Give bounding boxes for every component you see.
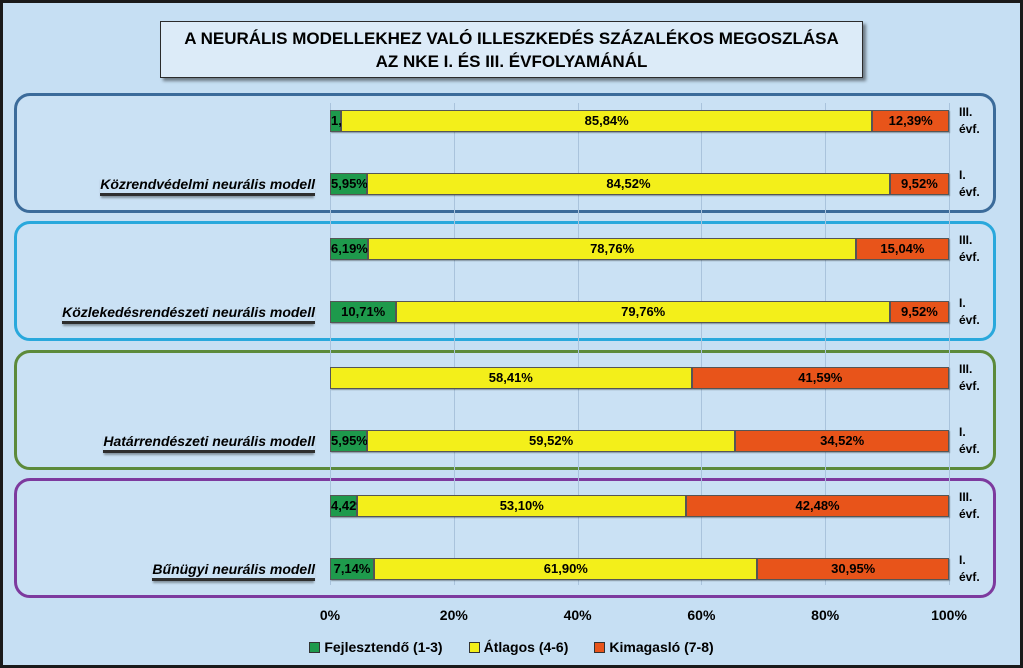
data-label: 12,39% [888, 113, 933, 128]
bar-segment [872, 110, 949, 132]
year-label: III. évf. [959, 104, 980, 138]
gridline [453, 103, 455, 585]
year-label: I. évf. [959, 424, 980, 458]
legend-swatch [309, 641, 321, 653]
gridline [330, 103, 331, 585]
data-label: 10,71% [341, 304, 386, 319]
data-label: 78,76% [590, 241, 635, 256]
bar-segment [368, 238, 856, 260]
year-label-line2: évf. [959, 507, 980, 521]
data-label: 79,76% [621, 304, 666, 319]
data-label: 5,95% [331, 433, 368, 448]
bar-segment [330, 367, 692, 389]
x-tick-label: 20% [439, 607, 468, 623]
data-label: 61,90% [543, 561, 588, 576]
legend-label: Fejlesztendő (1-3) [324, 639, 443, 655]
data-label: 59,52% [529, 433, 574, 448]
bar-segment [330, 173, 367, 195]
model-label: Bűnügyi neurális modell [152, 561, 315, 581]
year-label-line2: évf. [959, 185, 980, 199]
model-label: Közlekedésrendészeti neurális modell [62, 304, 315, 324]
bar-segment [330, 430, 367, 452]
bar-segment [330, 495, 358, 517]
bar-segment [366, 430, 736, 452]
data-label: 9,52% [900, 304, 938, 319]
year-label-line2: évf. [959, 250, 980, 264]
year-label: I. évf. [959, 295, 980, 329]
data-label: 30,95% [831, 561, 876, 576]
year-label: III. évf. [959, 361, 980, 395]
year-label-line1: III. [959, 105, 973, 119]
bar-segment [330, 238, 369, 260]
data-label: 6,19% [331, 241, 368, 256]
year-label-line1: III. [959, 490, 973, 504]
bar-segment [374, 558, 758, 580]
year-label-line2: évf. [959, 570, 980, 584]
year-label: III. évf. [959, 232, 980, 266]
year-label-line2: évf. [959, 313, 980, 327]
bar-segment [330, 301, 397, 323]
data-label: 9,52% [900, 176, 938, 191]
data-label: 85,84% [584, 113, 629, 128]
model-label: Közrendvédelmi neurális modell [100, 176, 315, 196]
model-label: Határrendészeti neurális modell [103, 433, 315, 453]
data-label: 84,52% [606, 176, 651, 191]
legend-item: Fejlesztendő (1-3) [309, 639, 443, 655]
year-label-line2: évf. [959, 122, 980, 136]
legend-item: Kimagasló (7-8) [594, 639, 714, 655]
x-tick-label: 100% [931, 607, 967, 623]
year-label-line1: III. [959, 362, 973, 376]
data-label: 15,04% [880, 241, 925, 256]
bar-segment [686, 495, 949, 517]
year-label-line1: I. [959, 168, 966, 182]
year-label-line2: évf. [959, 442, 980, 456]
legend-label: Kimagasló (7-8) [609, 639, 714, 655]
bar-segment [357, 495, 687, 517]
bar-segment [330, 110, 341, 132]
x-tick-label: 60% [687, 607, 716, 623]
legend-swatch [594, 641, 606, 653]
bar-segment [340, 110, 873, 132]
data-label: 34,52% [820, 433, 865, 448]
data-label: 7,14% [333, 561, 371, 576]
x-tick-label: 40% [563, 607, 592, 623]
year-label: III. évf. [959, 489, 980, 523]
gridline [701, 103, 703, 585]
gridline [825, 103, 827, 585]
bar-segment [890, 301, 949, 323]
legend-swatch [468, 641, 480, 653]
year-label-line1: I. [959, 553, 966, 567]
legend-item: Átlagos (4-6) [468, 639, 569, 655]
data-label: 58,41% [488, 370, 533, 385]
chart-title-line1: A NEURÁLIS MODELLEKHEZ VALÓ ILLESZKEDÉS … [184, 28, 839, 48]
year-label: I. évf. [959, 167, 980, 201]
bar-segment [691, 367, 949, 389]
data-label: 41,59% [798, 370, 843, 385]
data-label: 42,48% [795, 498, 840, 513]
legend-label: Átlagos (4-6) [483, 639, 569, 655]
year-label-line1: I. [959, 296, 966, 310]
bar-segment [855, 238, 949, 260]
bar-segment [735, 430, 949, 452]
data-label: 5,95% [331, 176, 368, 191]
gridline [577, 103, 579, 585]
bar-segment [890, 173, 949, 195]
x-tick-label: 0% [319, 607, 341, 623]
year-label-line2: évf. [959, 379, 980, 393]
legend: Fejlesztendő (1-3) Átlagos (4-6) Kimagasló… [3, 639, 1020, 655]
year-label-line1: III. [959, 233, 973, 247]
x-tick-label: 80% [811, 607, 840, 623]
bar-segment [366, 173, 890, 195]
bar-segment [330, 558, 375, 580]
gridline [949, 103, 950, 585]
bar-segment [396, 301, 890, 323]
data-label: 53,10% [499, 498, 544, 513]
chart-title-box: A NEURÁLIS MODELLEKHEZ VALÓ ILLESZKEDÉS … [160, 21, 863, 78]
chart-title-line2: AZ NKE I. ÉS III. ÉVFOLYAMÁNÁL [375, 51, 648, 71]
year-label: I. évf. [959, 552, 980, 586]
bar-segment [757, 558, 949, 580]
year-label-line1: I. [959, 425, 966, 439]
